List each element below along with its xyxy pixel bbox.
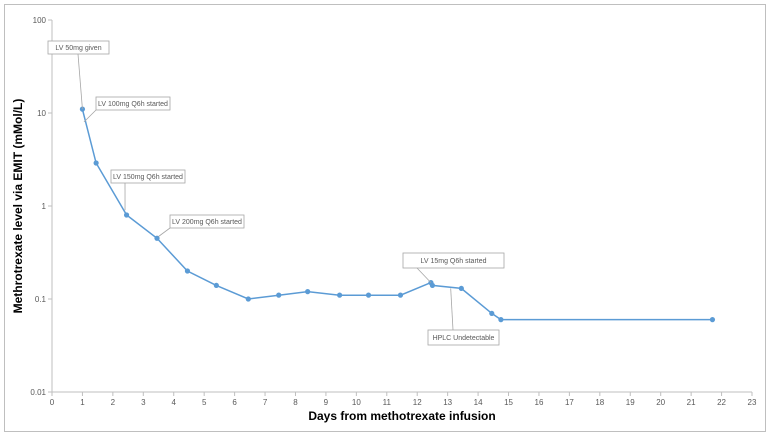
y-tick-label: 10 bbox=[37, 109, 46, 118]
data-point bbox=[397, 292, 404, 298]
y-tick-label: 1 bbox=[42, 202, 47, 211]
x-tick-label: 5 bbox=[202, 398, 207, 407]
data-point bbox=[245, 296, 251, 302]
annotation-label: LV 15mg Q6h started bbox=[420, 258, 486, 265]
x-tick-label: 1 bbox=[80, 398, 85, 407]
data-point bbox=[429, 282, 436, 289]
data-point bbox=[498, 317, 504, 323]
annotation-box bbox=[47, 40, 110, 55]
data-point bbox=[123, 212, 130, 218]
annotation-label: LV 50mg given bbox=[55, 45, 101, 52]
series-line bbox=[81, 109, 713, 321]
y-tick-label: 100 bbox=[33, 16, 47, 25]
x-tick-label: 14 bbox=[474, 398, 483, 407]
annotation-label: LV 100mg Q6h started bbox=[98, 101, 168, 108]
x-tick-labels: 0 1 2 3 4 5 6 7 8 9 10 11 12 13 14 15 16 17 18 19 20 21 22 23 bbox=[50, 392, 757, 407]
data-point bbox=[213, 282, 219, 289]
x-tick-label: 13 bbox=[443, 398, 452, 407]
x-tick-label: 10 bbox=[352, 398, 361, 407]
data-point bbox=[458, 285, 464, 292]
x-tick-label: 7 bbox=[263, 398, 268, 407]
data-point bbox=[305, 289, 311, 295]
annotation-box bbox=[169, 214, 245, 229]
x-tick-label: 9 bbox=[324, 398, 329, 407]
x-axis-label: Days from methotrexate infusion bbox=[308, 409, 495, 423]
x-tick-label: 15 bbox=[504, 398, 513, 407]
x-tick-label: 4 bbox=[172, 398, 177, 407]
x-tick-label: 11 bbox=[383, 398, 392, 407]
data-point bbox=[337, 292, 343, 298]
x-tick-label: 2 bbox=[111, 398, 116, 407]
x-tick-label: 19 bbox=[626, 398, 635, 407]
data-point bbox=[489, 310, 495, 317]
x-tick-label: 12 bbox=[413, 398, 422, 407]
data-point bbox=[276, 292, 282, 298]
annotations-group: LV 50mg given LV 100mg Q6h started LV 150m… bbox=[47, 40, 505, 346]
x-tick-label: 17 bbox=[565, 398, 574, 407]
data-point bbox=[154, 235, 160, 241]
annotation-leader bbox=[158, 227, 171, 237]
annotation-label: LV 150mg Q6h started bbox=[113, 174, 183, 181]
annotation-leader bbox=[83, 109, 97, 123]
annotation-box bbox=[427, 329, 500, 346]
x-tick-label: 8 bbox=[293, 398, 298, 407]
data-point bbox=[365, 292, 372, 298]
axes bbox=[51, 20, 752, 393]
x-tick-label: 6 bbox=[232, 398, 237, 407]
series-group bbox=[79, 106, 716, 323]
data-point bbox=[184, 268, 191, 274]
x-tick-label: 18 bbox=[595, 398, 604, 407]
x-tick-label: 20 bbox=[656, 398, 665, 407]
y-tick-labels: 0.01 0.1 1 10 100 bbox=[30, 16, 52, 397]
data-point bbox=[709, 317, 716, 323]
x-tick-label: 22 bbox=[717, 398, 726, 407]
annotation-label: LV 200mg Q6h started bbox=[172, 219, 242, 226]
x-tick-label: 3 bbox=[141, 398, 146, 407]
x-tick-label: 21 bbox=[687, 398, 696, 407]
x-tick-label: 16 bbox=[535, 398, 544, 407]
data-point bbox=[93, 160, 99, 166]
annotation-label: HPLC Undetectable bbox=[433, 335, 495, 342]
annotation-box bbox=[110, 169, 186, 184]
annotation-leader bbox=[450, 288, 454, 331]
annotation-leader bbox=[77, 53, 83, 110]
annotation-leader bbox=[416, 267, 432, 283]
y-tick-label: 0.01 bbox=[30, 388, 46, 397]
annotation-box bbox=[95, 96, 171, 111]
y-axis-label: Methrotrexate level via EMIT (mMol/L) bbox=[11, 99, 25, 314]
annotation-box bbox=[402, 252, 505, 269]
x-tick-label: 23 bbox=[748, 398, 757, 407]
y-tick-label: 0.1 bbox=[35, 295, 47, 304]
x-tick-label: 0 bbox=[50, 398, 55, 407]
